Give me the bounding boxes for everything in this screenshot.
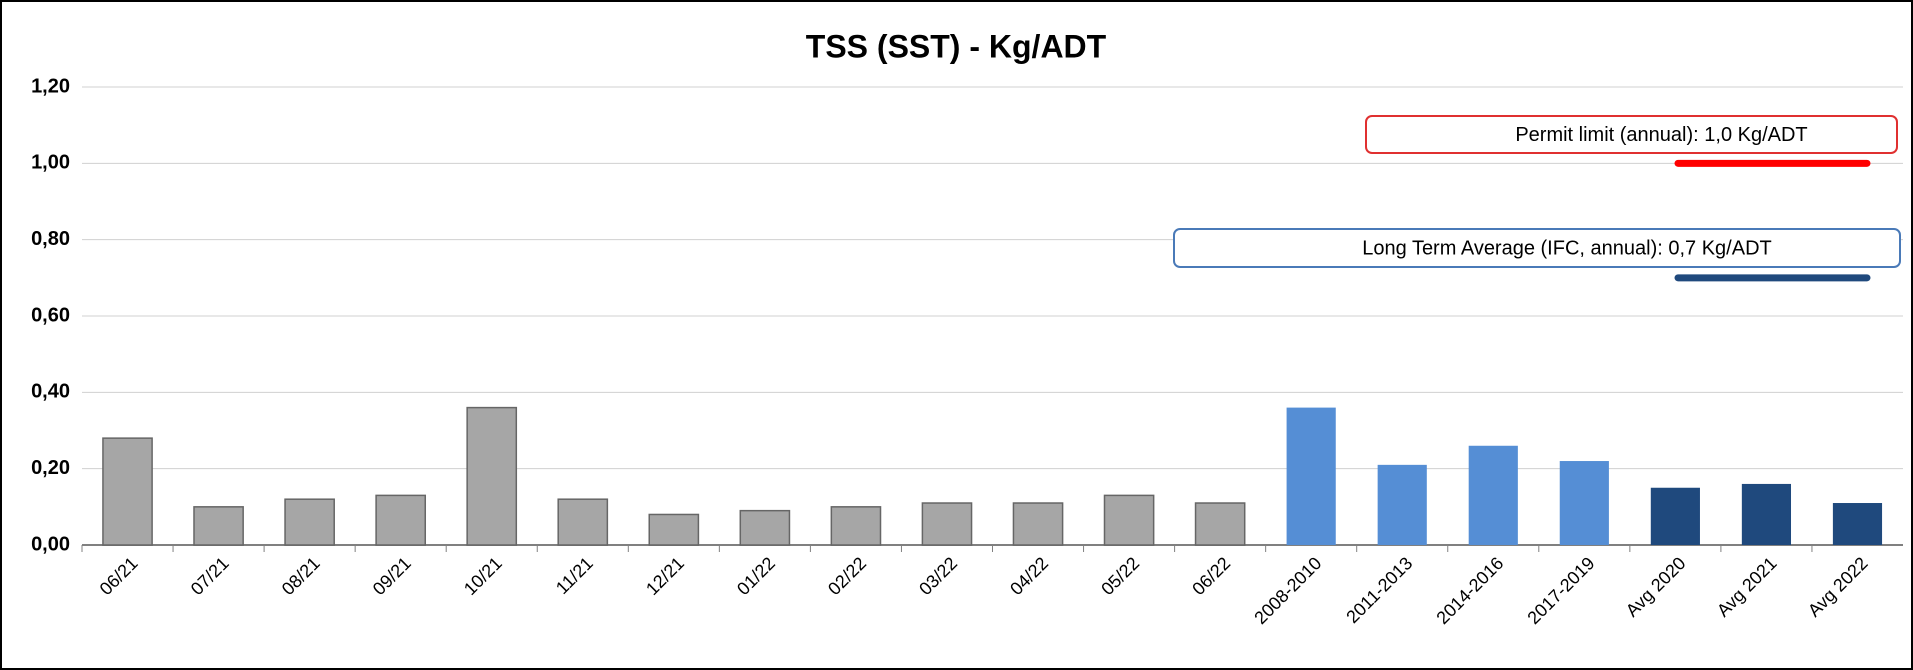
bar: [1103, 494, 1155, 546]
bar: [739, 509, 791, 546]
annotation-box: [1365, 115, 1898, 154]
bar: [1741, 483, 1792, 545]
bar: [375, 494, 427, 546]
y-tick-label: 0,60: [31, 304, 70, 326]
bar: [1832, 503, 1883, 545]
y-tick-label: 1,20: [31, 75, 70, 97]
bar: [284, 498, 335, 546]
bar: [1377, 464, 1427, 545]
bar: [193, 506, 244, 546]
chart-title: TSS (SST) - Kg/ADT: [806, 28, 1107, 64]
bar: [1286, 407, 1336, 545]
bar: [466, 406, 518, 546]
y-tick-label: 0,40: [31, 381, 70, 403]
y-tick-label: 0,00: [31, 533, 70, 555]
bar: [1650, 487, 1700, 545]
bar: [102, 437, 153, 546]
annotation-text: Long Term Average (IFC, annual): 0,7 Kg/…: [1362, 237, 1771, 259]
y-tick-label: 0,20: [31, 457, 70, 479]
bar: [648, 513, 700, 546]
bar: [1012, 502, 1064, 546]
bar: [1468, 445, 1518, 545]
bar: [1194, 502, 1246, 546]
bar: [557, 498, 609, 546]
y-tick-label: 1,00: [31, 152, 70, 174]
annotation-box: [1173, 228, 1901, 268]
y-tick-label: 0,80: [31, 228, 70, 250]
annotation-text: Permit limit (annual): 1,0 Kg/ADT: [1515, 124, 1807, 146]
bar: [830, 506, 882, 546]
bar: [1559, 461, 1609, 545]
bar: [921, 502, 973, 546]
